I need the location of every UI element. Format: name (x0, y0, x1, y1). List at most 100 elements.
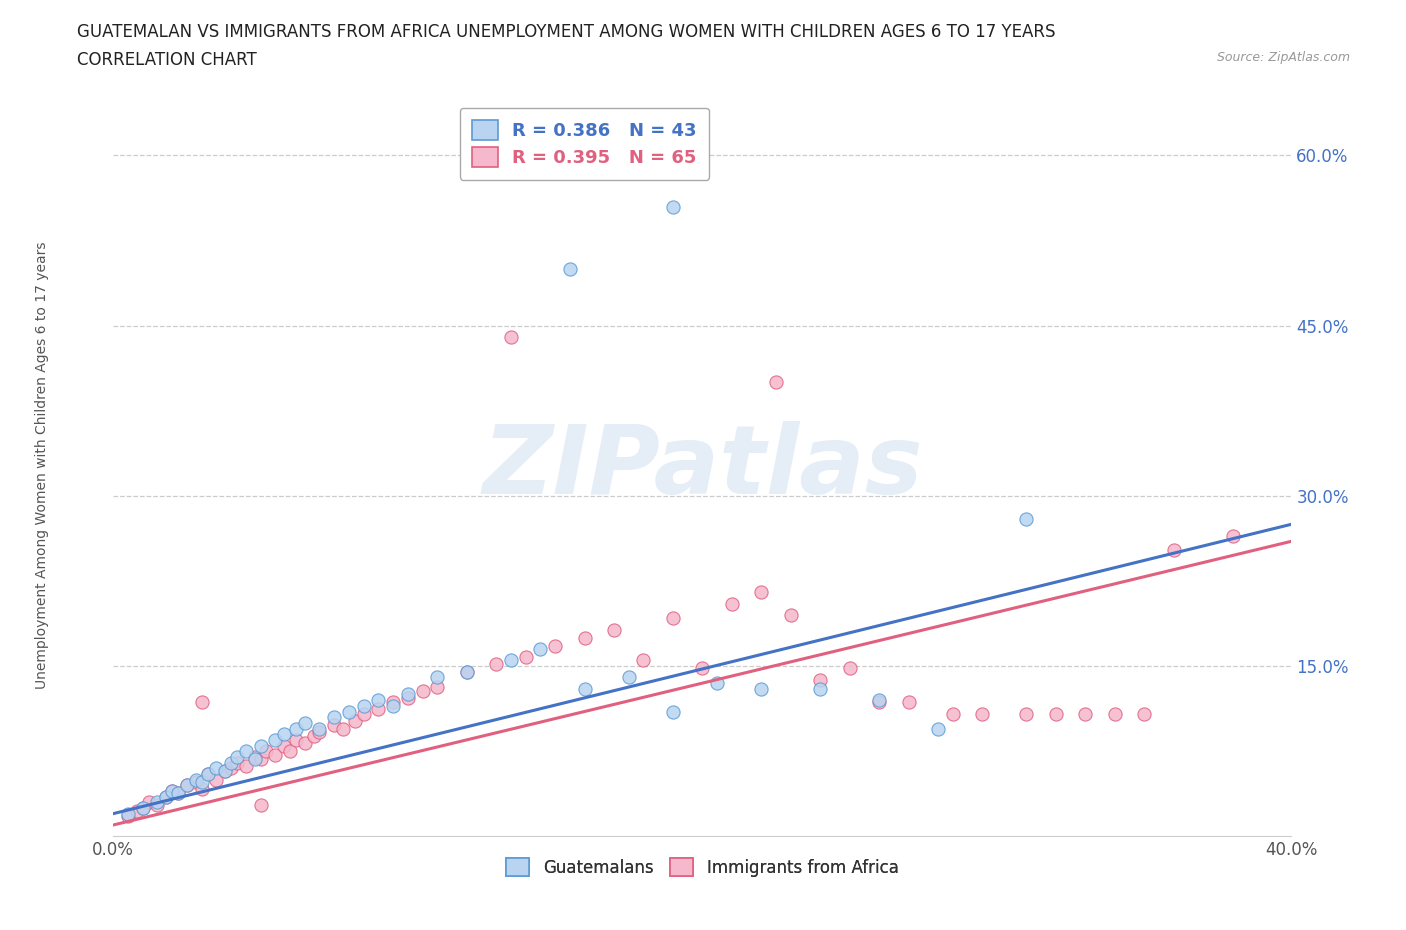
Point (633, 653, 655, 668)
Point (868, 693, 890, 708)
Point (308, 724, 330, 739)
Point (426, 679, 449, 694)
Point (499, 653, 522, 668)
Point (226, 750, 249, 764)
Point (184, 775, 207, 790)
Text: ZIPatlas: ZIPatlas (482, 421, 922, 514)
Point (456, 664, 478, 679)
Point (927, 721, 949, 736)
Text: CORRELATION CHART: CORRELATION CHART (77, 51, 257, 69)
Point (749, 682, 772, 697)
Point (167, 786, 190, 801)
Text: Source: ZipAtlas.com: Source: ZipAtlas.com (1216, 51, 1350, 64)
Point (302, 729, 325, 744)
Text: GUATEMALAN VS IMMIGRANTS FROM AFRICA UNEMPLOYMENT AMONG WOMEN WITH CHILDREN AGES: GUATEMALAN VS IMMIGRANTS FROM AFRICA UNE… (77, 23, 1056, 41)
Point (332, 721, 354, 736)
Point (1222, 528, 1244, 543)
Point (574, 631, 596, 645)
Point (1163, 543, 1185, 558)
Point (205, 761, 228, 776)
Point (160, 783, 183, 798)
Point (167, 786, 190, 801)
Point (456, 664, 478, 679)
Point (190, 695, 212, 710)
Point (808, 682, 831, 697)
Point (1045, 707, 1067, 722)
Point (197, 766, 219, 781)
Point (132, 801, 155, 816)
Point (662, 611, 685, 626)
Point (235, 759, 257, 774)
Point (323, 718, 346, 733)
Point (529, 642, 551, 657)
Point (1133, 707, 1156, 722)
Point (184, 772, 207, 787)
Point (273, 738, 295, 753)
Point (273, 726, 295, 741)
Point (278, 744, 301, 759)
Point (499, 329, 522, 344)
Point (1074, 707, 1097, 722)
Point (308, 721, 330, 736)
Point (603, 622, 626, 637)
Point (249, 751, 271, 766)
Point (662, 704, 685, 719)
Point (779, 607, 801, 622)
Point (706, 676, 728, 691)
Point (396, 690, 419, 705)
Point (396, 687, 419, 702)
Point (412, 684, 434, 698)
Legend: Guatemalans, Immigrants from Africa: Guatemalans, Immigrants from Africa (499, 851, 905, 884)
Point (138, 795, 160, 810)
Point (942, 707, 965, 722)
Point (264, 747, 287, 762)
Point (190, 775, 212, 790)
Point (972, 707, 994, 722)
Point (367, 702, 389, 717)
Point (382, 698, 405, 713)
Point (146, 795, 169, 810)
Point (284, 721, 307, 736)
Point (720, 596, 742, 611)
Point (243, 750, 266, 764)
Point (132, 801, 155, 816)
Point (219, 761, 242, 776)
Point (197, 766, 219, 781)
Point (226, 755, 249, 770)
Point (243, 751, 266, 766)
Point (264, 733, 287, 748)
Point (617, 670, 640, 684)
Point (205, 772, 228, 787)
Point (426, 670, 449, 684)
Point (692, 661, 714, 676)
Point (160, 783, 183, 798)
Point (574, 682, 596, 697)
Point (343, 713, 366, 728)
Point (353, 698, 375, 713)
Point (749, 585, 772, 600)
Point (219, 755, 242, 770)
Point (125, 804, 148, 818)
Point (808, 672, 831, 687)
Point (249, 738, 271, 753)
Point (515, 649, 537, 664)
Point (214, 764, 236, 778)
Point (235, 744, 257, 759)
Point (544, 638, 567, 653)
Point (284, 733, 307, 748)
Point (176, 777, 198, 792)
Point (117, 806, 139, 821)
Point (337, 704, 360, 719)
Point (897, 695, 920, 710)
Point (254, 744, 277, 759)
Point (117, 808, 139, 823)
Point (353, 707, 375, 722)
Point (190, 781, 212, 796)
Point (214, 764, 236, 778)
Point (1015, 707, 1038, 722)
Point (155, 790, 177, 804)
Point (155, 790, 177, 804)
Point (558, 261, 581, 276)
Point (838, 661, 860, 676)
Point (662, 199, 685, 214)
